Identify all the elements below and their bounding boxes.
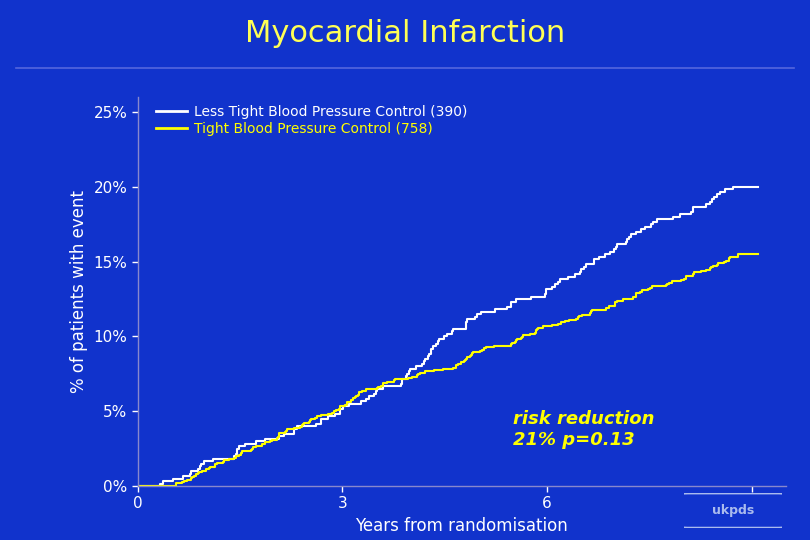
Legend: Less Tight Blood Pressure Control (390), Tight Blood Pressure Control (758): Less Tight Blood Pressure Control (390),… [151,99,473,141]
Text: ukpds: ukpds [712,504,754,517]
Y-axis label: % of patients with event: % of patients with event [70,190,87,393]
X-axis label: Years from randomisation: Years from randomisation [356,517,568,535]
Text: risk reduction
21% p=0.13: risk reduction 21% p=0.13 [513,410,654,449]
Text: Myocardial Infarction: Myocardial Infarction [245,19,565,48]
FancyBboxPatch shape [680,493,787,528]
